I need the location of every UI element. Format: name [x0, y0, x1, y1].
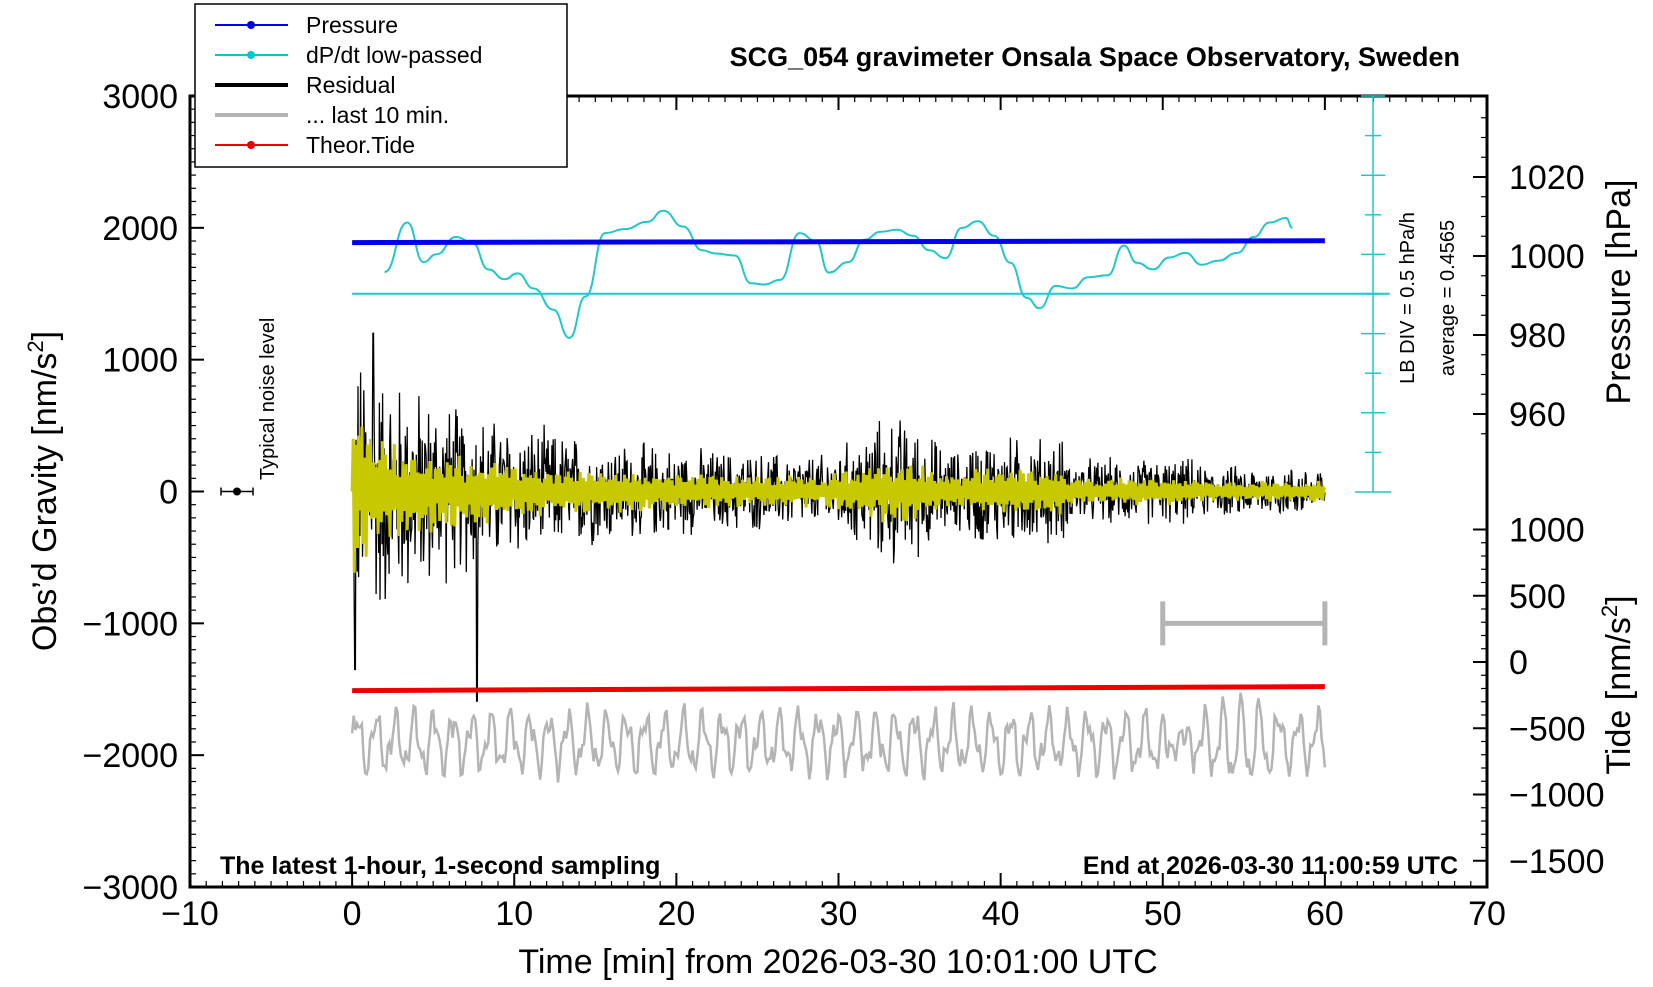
y-axis-label-tide-sup: 2	[1597, 605, 1622, 617]
y-tick-label: 2000	[102, 210, 178, 248]
pressure-line	[352, 238, 1325, 246]
dpdt-scale-bar	[1355, 95, 1391, 493]
legend-marker	[247, 51, 255, 59]
pressure-tick-label: 1020	[1509, 159, 1585, 197]
y-axis-label-gravity: Obs’d Gravity [nm/s2]	[23, 331, 64, 651]
tide-tick-label: 0	[1509, 644, 1528, 682]
y-axis-label-pressure: Pressure [hPa]	[1600, 180, 1638, 405]
x-tick-label: 60	[1306, 895, 1344, 933]
pressure-tick-label: 1000	[1509, 238, 1585, 276]
filtered-residual-series	[350, 426, 1327, 573]
x-tick-label: 0	[343, 895, 362, 933]
x-axis-label: Time [min] from 2026-03-30 10:01:00 UTC	[518, 943, 1157, 981]
chart-title: SCG_054 gravimeter Onsala Space Observat…	[730, 42, 1460, 72]
y-axis-gravity: −3000 −2000 −1000 0 1000 2000 3000	[83, 78, 204, 907]
y-axis-tide: −1500 −1000 −500 0 500 1000	[1473, 512, 1605, 881]
x-tick-label: 10	[495, 895, 533, 933]
legend-marker	[247, 141, 255, 149]
tide-tick-label: 1000	[1509, 512, 1585, 550]
x-tick-label: 70	[1468, 895, 1506, 933]
legend-label: ... last 10 min.	[306, 102, 449, 128]
legend-label: Theor.Tide	[306, 132, 415, 158]
pressure-tick-label: 960	[1509, 396, 1566, 434]
y-tick-label: 3000	[102, 78, 178, 116]
y-axis-label-gravity-end: ]	[26, 331, 64, 340]
x-axis: −10 0 10 20 30 40 50 60 70	[161, 96, 1506, 933]
y-axis-pressure: 960 980 1000 1020	[1473, 117, 1585, 435]
tide-tick-label: 500	[1509, 578, 1566, 616]
x-tick-label: 30	[820, 895, 858, 933]
noise-marker-dot	[233, 487, 242, 496]
y-axis-label-gravity-main: Obs’d Gravity [nm/s	[26, 353, 64, 652]
x-tick-label: 40	[982, 895, 1020, 933]
y-tick-label: −3000	[83, 869, 179, 907]
lb-div-label: LB DIV = 0.5 hPa/h	[1397, 212, 1419, 384]
legend-label: Residual	[306, 72, 396, 98]
tide-line	[352, 684, 1325, 694]
y-tick-label: −1000	[83, 605, 179, 643]
x-tick-label: 50	[1144, 895, 1182, 933]
footer-end-time: End at 2026-03-30 11:00:59 UTC	[1083, 852, 1458, 880]
filtered-residual-line	[350, 426, 1327, 573]
annotations	[220, 487, 1328, 646]
x-tick-label: 20	[657, 895, 695, 933]
pressure-tick-label: 980	[1509, 317, 1566, 355]
y-tick-label: 1000	[102, 342, 178, 380]
tide-tick-label: −1000	[1509, 777, 1605, 815]
legend: Pressure dP/dt low-passed Residual ... last…	[194, 3, 568, 168]
pressure-series	[352, 238, 1325, 246]
y-axis-label-gravity-sup: 2	[23, 340, 48, 352]
y-tick-label: −2000	[83, 737, 179, 775]
y-tick-label: 0	[159, 474, 178, 512]
average-label: average = 0.4565	[1437, 220, 1459, 376]
dpdt-line	[384, 209, 1293, 339]
last-10-min-series	[350, 692, 1327, 783]
x-tick-label: −10	[161, 895, 219, 933]
noise-level-label: Typical noise level	[257, 318, 279, 480]
tide-tick-label: −1500	[1509, 843, 1605, 881]
last-10-min-line	[350, 692, 1327, 783]
y-axis-label-tide: Tide [nm/s2]	[1597, 595, 1638, 774]
y-axis-label-tide-main: Tide [nm/s	[1600, 617, 1638, 774]
legend-label: Pressure	[306, 12, 398, 38]
tide-series	[352, 684, 1325, 694]
tide-tick-label: −500	[1509, 710, 1586, 748]
legend-marker	[247, 21, 255, 29]
dpdt-series	[352, 209, 1390, 339]
y-axis-label-tide-end: ]	[1600, 595, 1638, 604]
footer-sampling: The latest 1-hour, 1-second sampling	[220, 852, 660, 880]
legend-label: dP/dt low-passed	[306, 42, 482, 68]
